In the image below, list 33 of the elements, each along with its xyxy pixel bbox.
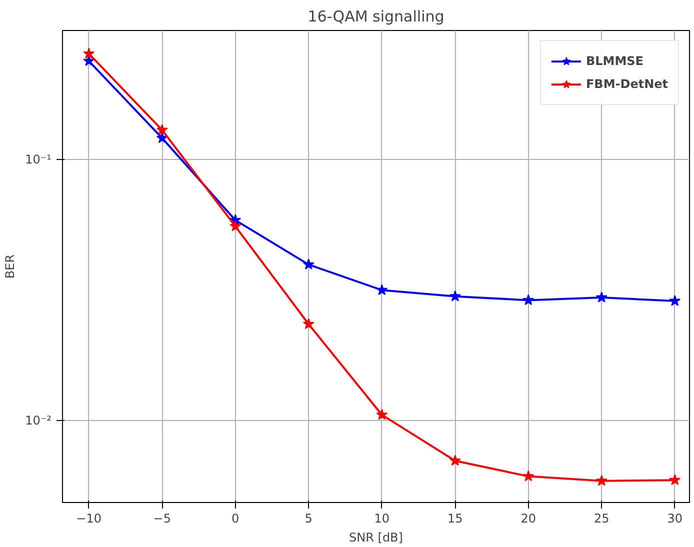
- x-tick-label: −10: [76, 512, 102, 526]
- x-tick-label: 25: [594, 512, 610, 526]
- x-tick-label: 0: [232, 512, 240, 526]
- point: [449, 290, 461, 302]
- chart-title: 16-QAM signalling: [308, 8, 444, 26]
- point: [596, 291, 608, 302]
- point: [449, 454, 461, 466]
- point: [376, 408, 388, 420]
- x-tick-label: 30: [667, 512, 682, 526]
- point: [302, 258, 314, 270]
- point: [596, 474, 608, 486]
- point: [156, 124, 168, 135]
- point: [522, 470, 534, 482]
- y-tick-label: 10⁻²: [25, 413, 52, 428]
- point: [669, 294, 681, 306]
- y-axis-title: BER: [3, 254, 18, 279]
- x-tick-label: 5: [304, 512, 312, 526]
- x-axis-title: SNR [dB]: [349, 530, 403, 544]
- x-tick-label: −5: [153, 512, 171, 526]
- point: [230, 220, 242, 232]
- x-tick-label: 15: [447, 512, 463, 526]
- legend-label: BLMMSE: [586, 54, 644, 68]
- legend-label: FBM-DetNet: [586, 77, 668, 91]
- y-tick-label: 10⁻¹: [25, 152, 52, 167]
- x-tick-label: 10: [374, 512, 390, 526]
- point: [302, 318, 314, 330]
- point: [669, 474, 681, 486]
- point: [83, 48, 95, 59]
- point: [156, 132, 168, 144]
- x-tick-label: 20: [520, 512, 536, 526]
- point: [522, 294, 534, 306]
- point: [83, 55, 95, 66]
- point: [376, 284, 388, 296]
